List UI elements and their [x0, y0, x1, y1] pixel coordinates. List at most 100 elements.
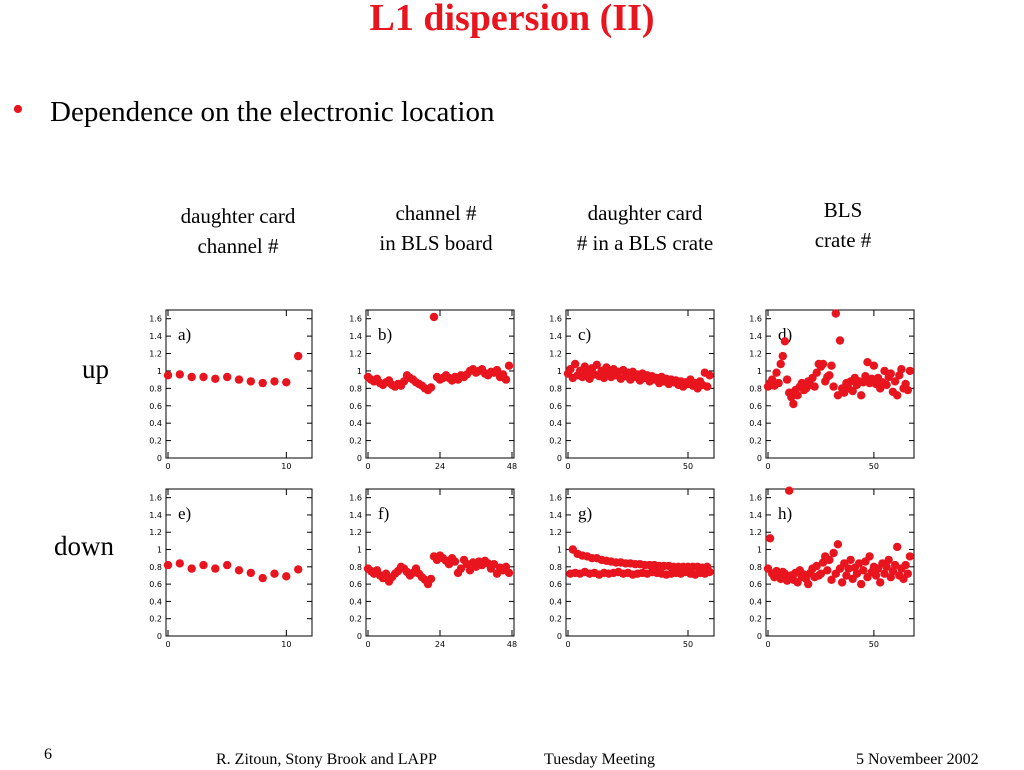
data-point — [246, 377, 255, 386]
y-tick-label: 0.8 — [149, 563, 162, 572]
y-tick-label: 1 — [757, 367, 762, 376]
data-point — [774, 378, 783, 388]
y-tick-label: 0.4 — [749, 597, 762, 606]
y-tick-label: 1.6 — [149, 315, 162, 324]
y-tick-label: 0.6 — [149, 402, 162, 411]
y-tick-label: 1 — [557, 367, 562, 376]
data-point — [905, 366, 915, 376]
data-point — [837, 578, 847, 587]
data-point — [234, 375, 244, 384]
y-tick-label: 1.6 — [349, 315, 362, 324]
y-tick-label: 1.2 — [349, 528, 362, 537]
x-tick-label: 0 — [565, 640, 570, 649]
y-tick-label: 0.8 — [349, 384, 362, 393]
scatter-panel: 0 0.2 0.4 0.6 0.8 1 1.2 1.4 1.6 0 10 e) — [149, 488, 313, 649]
data-point — [857, 579, 866, 589]
data-point — [789, 399, 798, 409]
data-point — [785, 486, 794, 495]
data-point — [846, 555, 855, 565]
data-point — [859, 566, 868, 575]
data-point — [492, 365, 502, 375]
data-point — [163, 560, 173, 570]
column-header-daughter-card-in-crate: daughter card # in a BLS crate — [576, 201, 714, 255]
data-point — [827, 361, 836, 370]
y-tick-label: 1.4 — [349, 511, 362, 520]
y-tick-label: 1 — [557, 546, 562, 555]
column-header-daughter-card-channel: daughter card channel # — [180, 204, 296, 258]
y-tick-label: 1.4 — [149, 332, 162, 341]
y-tick-label: 1.2 — [749, 528, 762, 537]
data-point — [772, 368, 781, 377]
data-point — [871, 571, 881, 580]
data-point — [187, 372, 196, 382]
bullet-dot-icon: • — [12, 91, 24, 128]
y-tick-label: 0.4 — [349, 419, 362, 428]
data-point — [592, 360, 601, 369]
scatter-panel: 0 0.2 0.4 0.6 0.8 1 1.2 1.4 1.6 0 24 48 b) — [349, 309, 517, 471]
data-point — [810, 382, 819, 391]
data-point — [426, 383, 436, 392]
data-point — [223, 372, 232, 382]
data-point — [776, 359, 785, 369]
footer-meeting: Tuesday Meeting — [544, 751, 655, 768]
data-point — [903, 569, 912, 578]
x-tick-label: 10 — [281, 462, 291, 471]
plot-frame — [565, 309, 715, 459]
x-tick-label: 0 — [565, 462, 570, 471]
data-point — [844, 564, 853, 573]
panel-label: e) — [178, 504, 191, 523]
panel-label: h) — [778, 504, 792, 523]
data-point — [780, 337, 790, 346]
data-point — [246, 568, 255, 578]
y-tick-label: 0.4 — [149, 597, 162, 606]
data-point — [294, 351, 303, 361]
row-label-down: down — [54, 531, 114, 561]
data-point — [426, 574, 436, 584]
y-tick-label: 0.4 — [549, 419, 562, 428]
y-tick-label: 0 — [357, 454, 362, 463]
data-point — [882, 380, 891, 390]
data-point — [863, 358, 872, 367]
x-tick-label: 0 — [165, 640, 170, 649]
x-tick-label: 50 — [683, 640, 693, 649]
y-tick-label: 1.2 — [349, 350, 362, 359]
data-point — [842, 571, 851, 580]
y-tick-label: 0 — [357, 632, 362, 641]
y-tick-label: 1.2 — [149, 350, 162, 359]
y-tick-label: 0.2 — [149, 437, 162, 446]
data-point — [882, 562, 891, 571]
data-point — [869, 361, 879, 370]
data-point — [571, 359, 580, 369]
data-point — [886, 369, 895, 378]
data-point — [857, 391, 866, 400]
data-point — [833, 391, 843, 400]
row-label-up: up — [82, 354, 109, 384]
data-point — [504, 361, 514, 370]
data-point — [893, 542, 902, 552]
y-tick-label: 0.4 — [549, 597, 562, 606]
y-tick-label: 0 — [157, 632, 162, 641]
data-point — [778, 351, 787, 361]
data-point — [211, 564, 220, 573]
y-tick-label: 1.4 — [149, 511, 162, 520]
y-tick-label: 0.6 — [749, 402, 762, 411]
x-tick-label: 10 — [281, 640, 291, 649]
data-point — [880, 366, 889, 376]
scatter-panel: 0 0.2 0.4 0.6 0.8 1 1.2 1.4 1.6 0 24 48 f) — [349, 488, 517, 649]
y-tick-label: 1.6 — [749, 315, 762, 324]
y-tick-label: 1.4 — [349, 332, 362, 341]
y-tick-label: 1 — [757, 546, 762, 555]
y-tick-label: 0.8 — [349, 563, 362, 572]
y-tick-label: 1.2 — [549, 528, 562, 537]
data-point — [270, 569, 279, 578]
y-tick-label: 0.8 — [549, 563, 562, 572]
data-point — [884, 555, 893, 565]
data-point — [812, 368, 821, 377]
plot-frame — [565, 488, 715, 637]
data-point — [890, 377, 900, 386]
data-point — [816, 569, 826, 578]
data-point — [782, 375, 792, 384]
data-point — [833, 540, 843, 549]
x-tick-label: 0 — [765, 640, 770, 649]
data-point — [876, 578, 885, 587]
